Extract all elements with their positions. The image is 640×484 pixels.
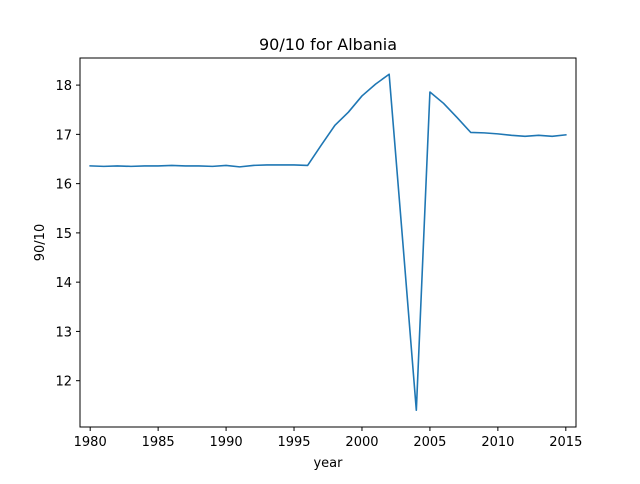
x-axis-label: year [313,456,343,471]
x-tick-label: 2010 [481,435,514,450]
y-tick-label: 15 [55,227,72,242]
x-tick-label: 2000 [345,435,378,450]
x-tick-label: 1980 [74,435,107,450]
x-tick-label: 2005 [413,435,446,450]
y-tick-label: 12 [55,375,72,390]
y-tick-label: 16 [55,178,72,193]
y-tick-label: 14 [55,276,72,291]
x-tick-label: 1995 [277,435,310,450]
x-axis-ticks: 1980 1985 1990 1995 2000 2005 2010 2015 [74,427,582,450]
chart-title: 90/10 for Albania [259,35,397,54]
x-tick-label: 2015 [549,435,582,450]
y-tick-label: 17 [55,128,72,143]
y-axis-label: 90/10 [33,224,48,261]
x-tick-label: 1990 [210,435,243,450]
y-tick-label: 13 [55,325,72,340]
plot-layer [89,73,567,412]
y-axis-ticks: 12 13 14 15 16 17 18 [55,79,80,390]
axes-frame [79,57,577,428]
y-tick-label: 18 [55,79,72,94]
series-line [89,73,567,412]
x-tick-label: 1985 [142,435,175,450]
